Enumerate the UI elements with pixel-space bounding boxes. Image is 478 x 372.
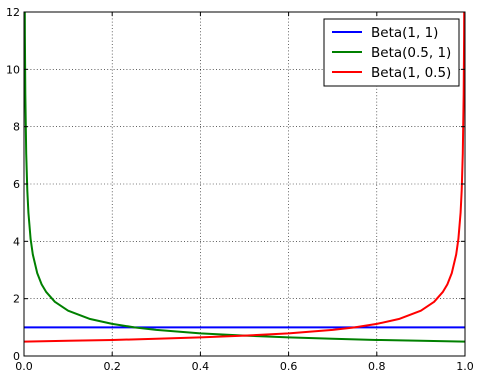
axis-ticks [23, 11, 466, 357]
legend-label-beta-1-1: Beta(1, 1) [371, 25, 438, 41]
x-tick-label: 0.4 [192, 360, 210, 372]
y-tick-label: 4 [13, 235, 20, 248]
x-tick-label: 0.0 [15, 360, 33, 372]
y-tick-label: 12 [6, 6, 20, 19]
x-tick-label: 0.6 [280, 360, 298, 372]
legend-label-beta-1-0-5: Beta(1, 0.5) [371, 65, 451, 81]
y-tick-label: 2 [13, 293, 20, 306]
series-line-beta-0-5-1 [24, 12, 465, 343]
legend-label-beta-0-5-1: Beta(0.5, 1) [371, 45, 451, 61]
series-layer [24, 12, 465, 343]
y-tick-label: 0 [13, 350, 20, 363]
y-axis-tick-labels: 0 2 4 6 8 10 12 [6, 6, 20, 363]
x-axis-tick-labels: 0.0 0.2 0.4 0.6 0.8 1.0 [15, 360, 474, 372]
y-tick-label: 6 [13, 178, 20, 191]
series-line-beta-1-0-5 [24, 12, 465, 343]
y-tick-label: 10 [6, 63, 20, 76]
x-tick-label: 1.0 [456, 360, 474, 372]
x-tick-label: 0.2 [103, 360, 121, 372]
y-tick-label: 8 [13, 121, 20, 134]
legend: Beta(1, 1) Beta(0.5, 1) Beta(1, 0.5) [323, 18, 460, 87]
x-tick-label: 0.8 [368, 360, 386, 372]
